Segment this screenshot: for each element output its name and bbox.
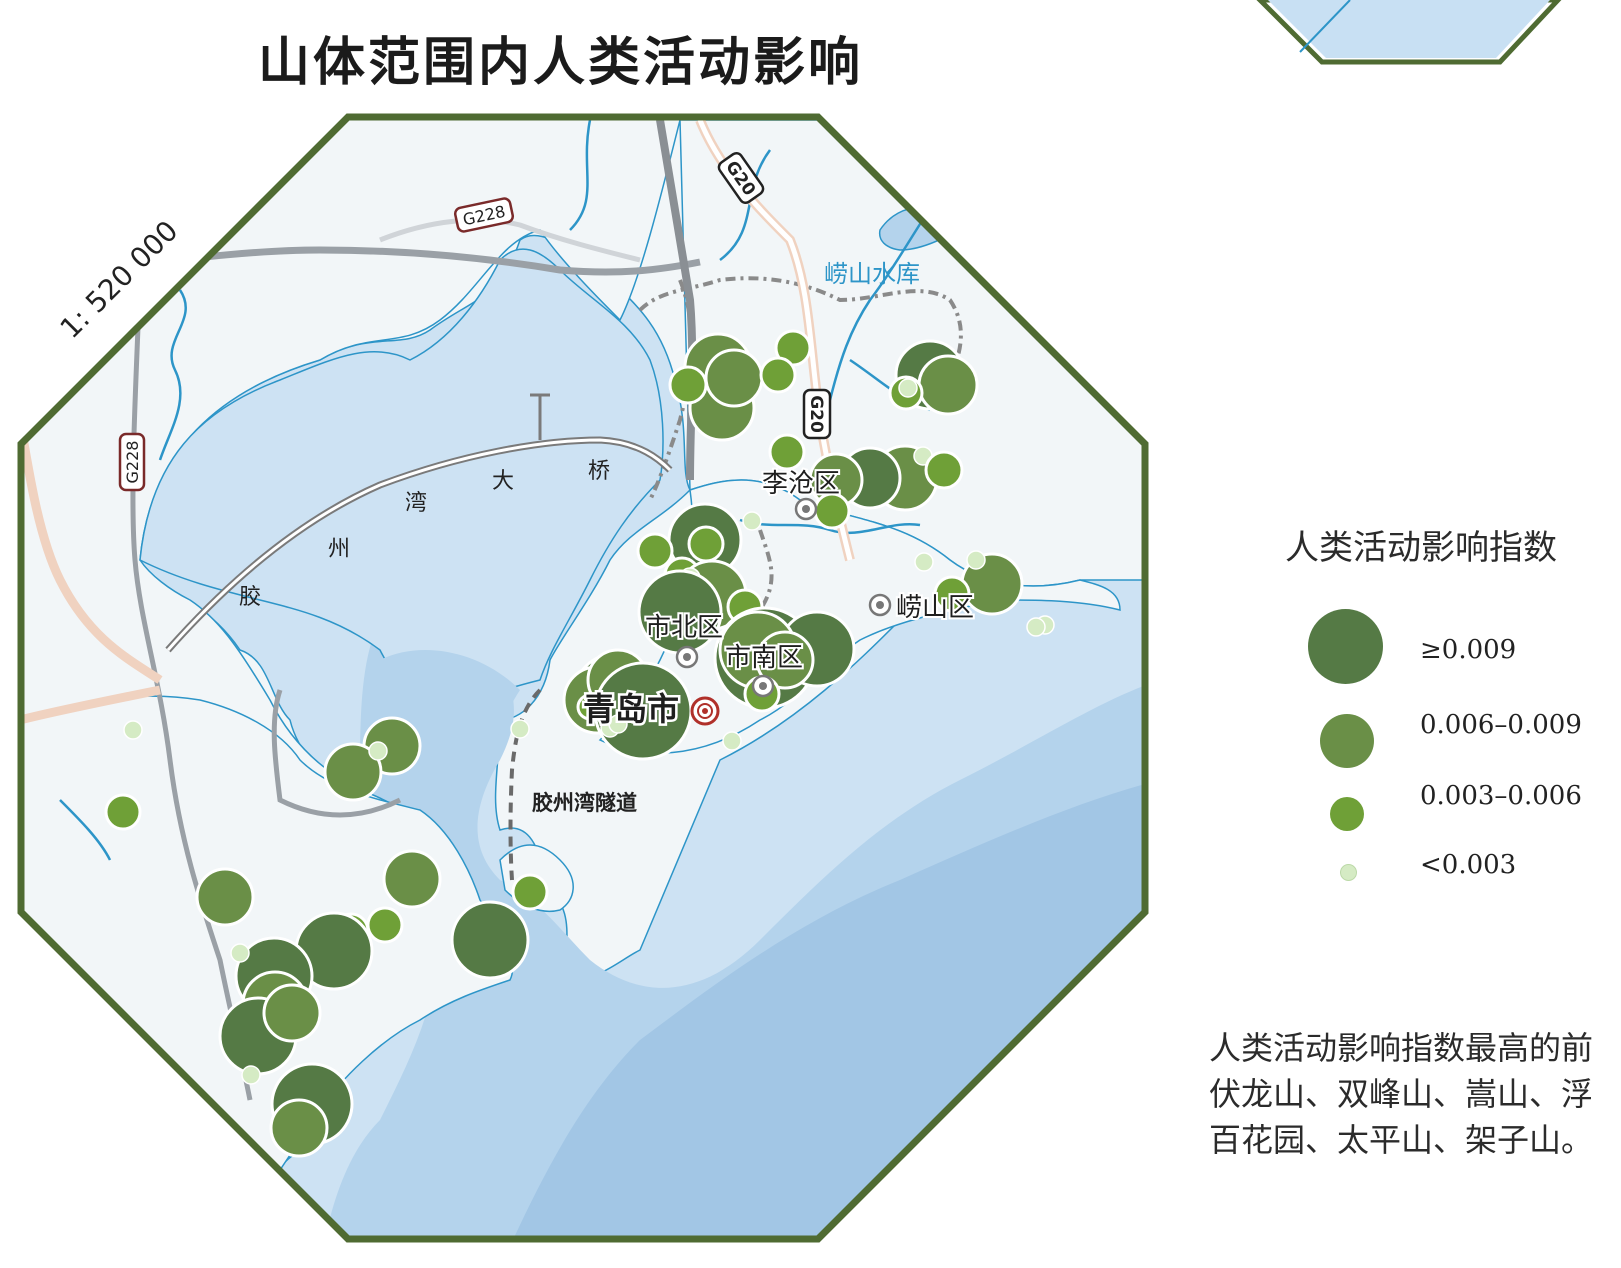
impact-circle-20[interactable] (636, 532, 674, 570)
impact-circle-65[interactable] (510, 719, 530, 739)
road-shield-g20-top: G20 (717, 151, 765, 205)
impact-circle-51[interactable] (123, 720, 143, 740)
city-label: 青岛市 (583, 690, 679, 728)
impact-circle-68[interactable] (241, 1065, 261, 1085)
impact-circle-32[interactable] (755, 630, 815, 690)
bay-inner-mid (376, 650, 520, 800)
svg-text:G20: G20 (806, 395, 826, 433)
district-boundary (638, 276, 963, 612)
legend-row-3: 0.003–0.006 (1300, 781, 1620, 855)
impact-circle-15[interactable] (813, 492, 851, 530)
impact-circle-63[interactable] (450, 900, 530, 980)
description-line-3: 百花园、太平山、架子山。 (1209, 1121, 1594, 1159)
impact-circle-50[interactable] (368, 741, 388, 761)
jiaozhou-bay-tunnel (508, 688, 542, 881)
description-line-1: 人类活动影响指数最高的前 (1209, 1029, 1594, 1067)
impact-circle-11[interactable] (898, 378, 918, 398)
impact-circle-3[interactable] (704, 348, 764, 408)
impact-circle-43[interactable] (933, 575, 971, 613)
impact-circle-17[interactable] (924, 450, 964, 490)
svg-text:G228: G228 (123, 441, 142, 484)
legend-symbol-large (1308, 609, 1383, 684)
impact-circle-46[interactable] (1026, 617, 1046, 637)
shinan-marker[interactable] (751, 674, 775, 698)
impact-circle-49[interactable] (323, 742, 383, 802)
bridge-char-3: 湾 (405, 491, 427, 516)
licang-marker[interactable] (794, 497, 818, 521)
legend-row-1: ≥0.009 (1300, 605, 1620, 684)
impact-circle-40[interactable] (608, 714, 628, 734)
bridge-branch (530, 393, 550, 440)
impact-circle-64[interactable] (511, 873, 549, 911)
impact-circle-52[interactable] (104, 793, 142, 831)
map-frame (17, 113, 1149, 1243)
road-shield-g228-left: G228 (118, 432, 146, 492)
impact-circle-6[interactable] (759, 356, 797, 394)
impact-circle-26[interactable] (742, 511, 762, 531)
road-shield-g228-top: G228 (453, 197, 515, 233)
legend-title: 人类活动影响指数 (1285, 528, 1557, 568)
legend-symbol-small (1330, 797, 1364, 831)
impact-circle-62[interactable] (230, 943, 250, 963)
impact-circle-54[interactable] (382, 849, 442, 909)
legend-label-3: 0.003–0.006 (1420, 781, 1582, 811)
bridge-char-2: 州 (328, 537, 350, 562)
bridge-char-5: 桥 (588, 459, 610, 484)
impact-circle-4[interactable] (668, 365, 708, 405)
legend-label-4: <0.003 (1420, 850, 1517, 880)
legend-symbol-tiny (1340, 864, 1357, 881)
impact-circle-55[interactable] (366, 906, 404, 944)
impact-circle-7[interactable] (768, 433, 806, 471)
impact-circle-38[interactable] (576, 693, 604, 721)
impact-circle-19[interactable] (687, 525, 725, 563)
impact-circles (104, 329, 1055, 1158)
impact-circle-47[interactable] (914, 552, 934, 572)
legend-symbol-medium (1320, 714, 1374, 768)
shibei-label: 市北区 (645, 613, 723, 643)
description-line-2: 伏龙山、双峰山、嵩山、浮 (1209, 1075, 1594, 1113)
impact-circle-41[interactable] (722, 731, 742, 751)
legend-label-2: 0.006–0.009 (1420, 710, 1582, 740)
licang-label: 李沧区 (762, 469, 840, 499)
legend-row-4: <0.003 (1300, 850, 1620, 922)
description-text: 人类活动影响指数最高的前 伏龙山、双峰山、嵩山、浮 百花园、太平山、架子山。 (1209, 1025, 1621, 1163)
bridge-char-4: 大 (492, 469, 514, 494)
impact-circle-44[interactable] (966, 550, 986, 570)
page-title: 山体范围内人类活动影响 (258, 33, 864, 93)
shinan-label: 市南区 (725, 643, 803, 673)
bridge-char-1: 胶 (239, 585, 261, 610)
impact-circle-9[interactable] (917, 354, 979, 416)
city-marker[interactable] (690, 696, 720, 726)
impact-circle-53[interactable] (195, 867, 255, 927)
legend-row-2: 0.006–0.009 (1300, 710, 1620, 772)
impact-circle-67[interactable] (269, 1098, 329, 1158)
place-labels: 李沧区 崂山区 市北区 市南区 青岛市 崂山水库 胶州湾隧道 胶 州 湾 大 桥 (239, 260, 976, 815)
tunnel-label: 胶州湾隧道 (532, 791, 637, 815)
legend-label-1: ≥0.009 (1420, 635, 1517, 665)
bridge-inner (166, 438, 672, 651)
district-markers (675, 497, 892, 726)
reservoir-label: 崂山水库 (824, 260, 920, 288)
impact-circle-61[interactable] (262, 983, 322, 1043)
inset-map (1256, 0, 1562, 65)
laoshan-label: 崂山区 (896, 593, 974, 623)
laoshan-marker[interactable] (868, 593, 892, 617)
shibei-marker[interactable] (675, 645, 699, 669)
road-shield-g20-mid: G20 (802, 388, 832, 440)
